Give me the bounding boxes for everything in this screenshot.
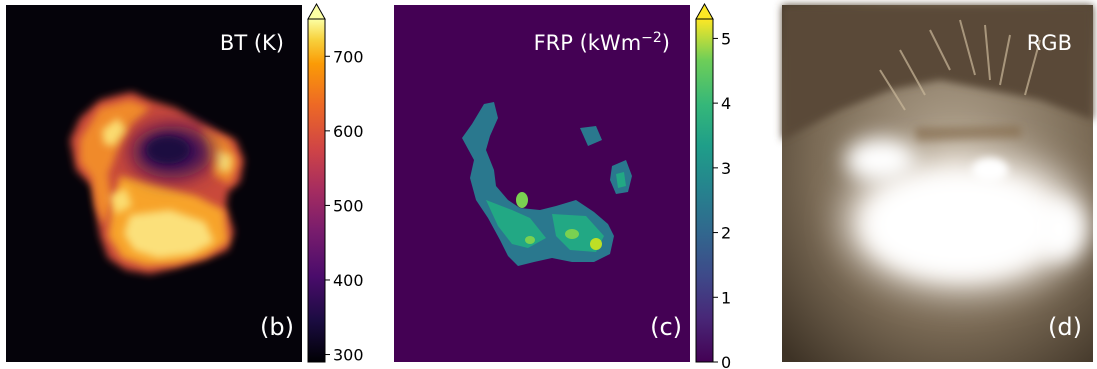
bt-title: BT (K) (220, 31, 284, 55)
frp-colorbar: 0 1 2 3 4 5 (695, 2, 731, 369)
bt-colorbar-tick-label: 600 (333, 122, 364, 141)
frp-colorbar-tick-label: 2 (721, 224, 731, 243)
frp-colorbar-tick-label: 0 (721, 353, 731, 369)
frp-colorbar-tick-label: 4 (721, 94, 731, 113)
bt-colorbar-ticks: 300 400 500 600 700 (325, 47, 364, 365)
rgb-title: RGB (1027, 31, 1072, 55)
frp-colorbar-tick-label: 1 (721, 288, 731, 307)
bt-colorbar-tick-label: 500 (333, 196, 364, 215)
rgb-photo-content (782, 5, 1093, 290)
frp-colorbar-tick-label: 5 (721, 29, 731, 48)
bt-colorbar: 300 400 500 600 700 (307, 2, 364, 365)
panel-bt: BT (K) (b) 300 400 500 600 700 (6, 2, 364, 365)
bt-heatmap-fire-region (70, 92, 244, 274)
bt-colorbar-gradient (308, 19, 325, 362)
frp-panel-label: (c) (650, 313, 682, 341)
bt-colorbar-extend-arrow (307, 2, 326, 20)
frp-heatmap-background (394, 5, 690, 362)
bt-colorbar-tick-label: 700 (333, 47, 364, 66)
frp-colorbar-tick-label: 3 (721, 159, 731, 178)
panel-rgb: RGB (d) (782, 5, 1093, 362)
frp-title: FRP (kWm−2) (534, 30, 670, 55)
frp-colorbar-gradient (696, 19, 713, 362)
frp-colorbar-extend-arrow (695, 2, 714, 20)
frp-colorbar-ticks: 0 1 2 3 4 5 (713, 29, 731, 369)
bt-colorbar-tick-label: 400 (333, 271, 364, 290)
bt-panel-label: (b) (260, 313, 294, 341)
bt-colorbar-tick-label: 300 (333, 346, 364, 365)
panel-frp: FRP (kWm−2) (c) 0 1 2 3 4 5 (394, 2, 731, 369)
rgb-panel-label: (d) (1048, 313, 1082, 341)
frp-heatmap-fire-region (462, 102, 632, 266)
